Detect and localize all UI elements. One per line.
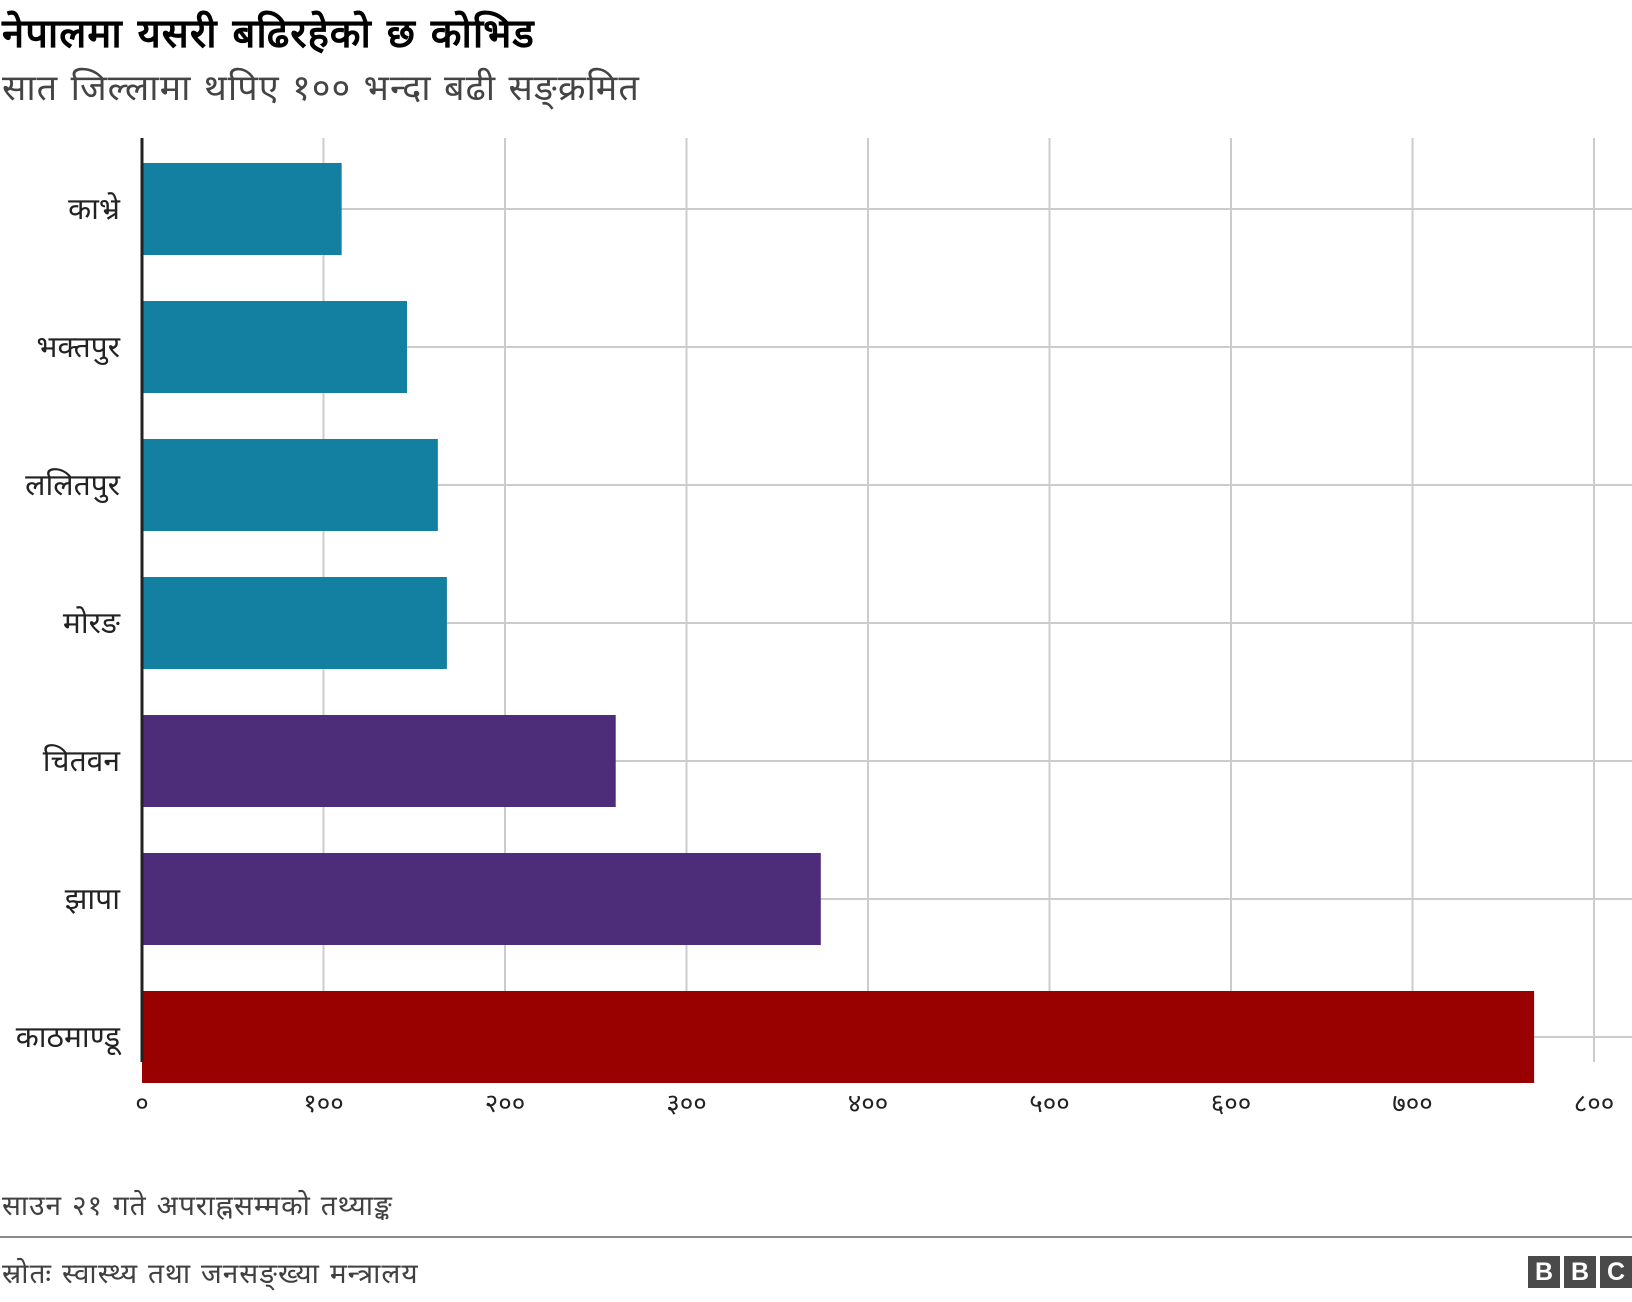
bbc-logo: B B C (1528, 1256, 1632, 1288)
footer-divider (0, 1236, 1632, 1238)
bar (142, 163, 342, 255)
category-label: मोरङ (63, 606, 121, 641)
bar (142, 853, 821, 945)
category-label: काठमाण्डू (16, 1020, 122, 1056)
bar (142, 715, 616, 807)
bar (142, 991, 1535, 1083)
chart-title: नेपालमा यसरी बढिरहेको छ कोभिड (2, 11, 535, 57)
x-tick-label: ७०० (1392, 1089, 1433, 1119)
x-tick-label: ३०० (666, 1089, 707, 1119)
x-tick-label: २०० (485, 1089, 526, 1119)
category-label: भक्तपुर (36, 330, 120, 366)
bar-chart: काभ्रे भक्तपुर ललितपुर मोरङ चितवन झापा काठमाण्… (16, 138, 1632, 1119)
x-tick-label: ० (135, 1089, 149, 1119)
x-tick-label: ८०० (1574, 1089, 1615, 1119)
logo-letter-b2: B (1564, 1256, 1596, 1288)
x-tick-label: १०० (303, 1089, 344, 1119)
data-note: साउन २१ गते अपराह्नसम्मको तथ्याङ्क (2, 1189, 393, 1222)
chart-subtitle: सात जिल्लामा थपिए १०० भन्दा बढी सङ्क्रमि… (2, 68, 640, 109)
logo-letter-c: C (1600, 1256, 1632, 1288)
source-text: स्रोतः स्वास्थ्य तथा जनसङ्ख्या मन्त्रालय (2, 1257, 419, 1290)
category-label: चितवन (43, 744, 122, 779)
category-label: झापा (65, 882, 121, 917)
x-tick-label: ६०० (1211, 1089, 1252, 1119)
logo-letter-b1: B (1528, 1256, 1560, 1288)
x-tick-label: ५०० (1029, 1089, 1070, 1119)
bar (142, 577, 447, 669)
bar (142, 439, 438, 531)
bar (142, 301, 407, 393)
category-label: ललितपुर (25, 468, 121, 504)
x-tick-label: ४०० (848, 1089, 889, 1119)
category-label: काभ्रे (68, 192, 121, 227)
